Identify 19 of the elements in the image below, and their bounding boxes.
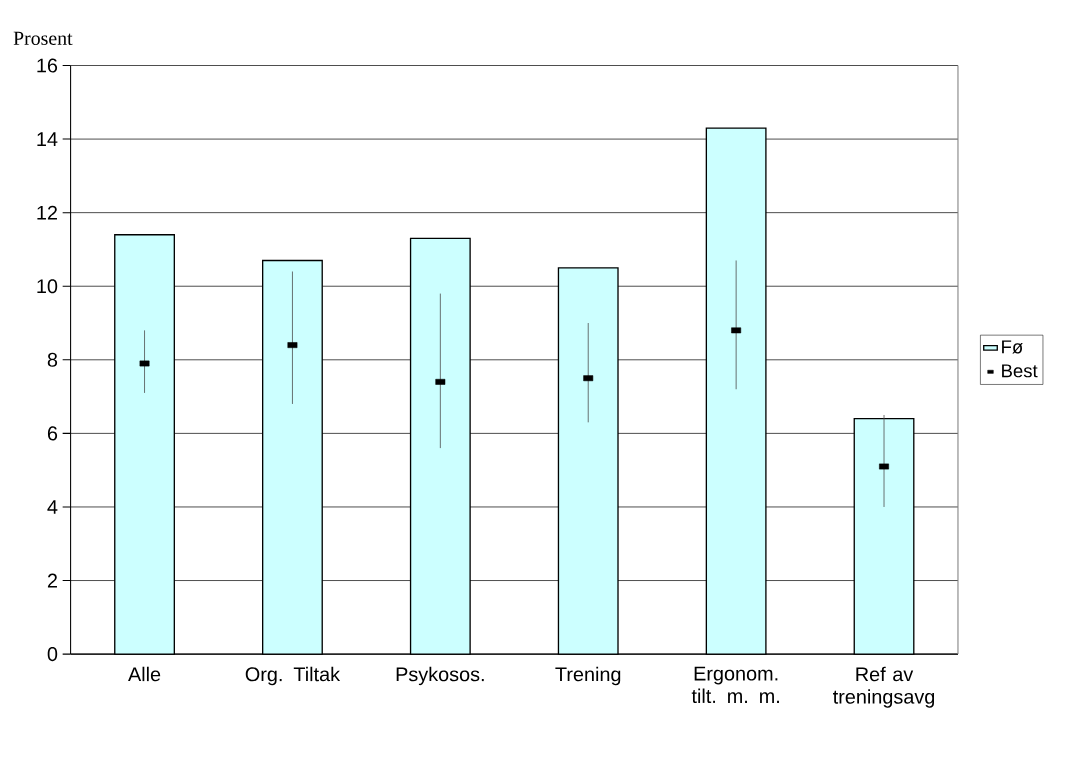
y-axis-title: Prosent	[13, 31, 73, 45]
y-tick-label: 6	[47, 426, 58, 441]
x-tick-label: Alle	[128, 666, 161, 682]
x-tick-label: Ref av treningsavg	[833, 666, 935, 708]
x-tick-label: Trening	[555, 666, 621, 686]
y-tick-label: 2	[47, 573, 57, 588]
point	[879, 463, 889, 470]
y-tick-label: 12	[37, 205, 57, 220]
y-tick-label: 14	[37, 132, 58, 146]
y-tick-label: 10	[37, 279, 58, 294]
x-tick-label: Org. Tiltak	[245, 666, 341, 686]
x-tick-label: Psykosos.	[396, 666, 484, 686]
y-tick-label: 16	[37, 58, 58, 73]
x-tick-label: Ergonom. tilt. m. m.	[691, 666, 779, 703]
legend-label: Best	[1002, 364, 1038, 378]
y-tick-label: 0	[47, 646, 58, 661]
y-tick-label: 4	[47, 499, 58, 514]
legend-label: Fø	[1002, 340, 1023, 354]
y-tick-label: 8	[47, 352, 58, 367]
